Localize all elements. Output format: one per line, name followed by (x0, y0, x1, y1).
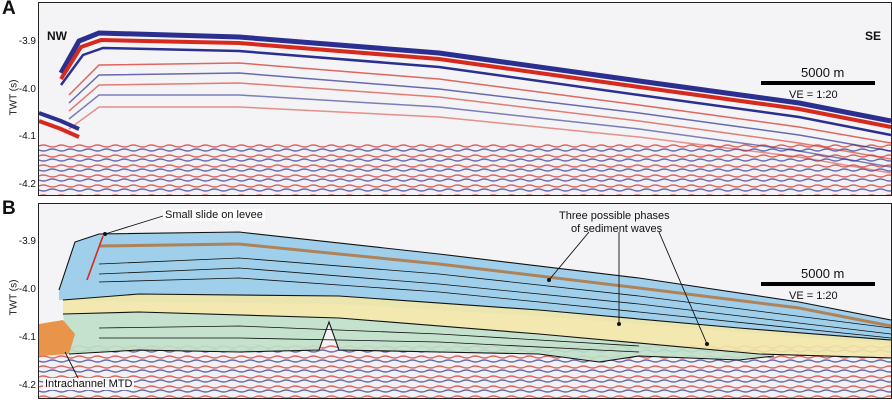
small-slide-annotation: Small slide on levee (163, 209, 265, 221)
intrachannel-mtd (39, 320, 75, 356)
slide-line (86, 235, 104, 281)
seismic-panel-a: NW SE 5000 m VE = 1:20 (38, 2, 892, 196)
panel-b-tick-1: -3.9 (18, 236, 36, 247)
panel-b-scale-bar (761, 282, 875, 286)
sediment-waves-annotation-line1: Three possible phases (559, 210, 670, 222)
intrachannel-mtd-annotation: Intrachannel MTD (43, 378, 135, 390)
panel-a-tick-3: -4.1 (18, 131, 36, 142)
panel-a-tick-1: -3.9 (18, 36, 36, 47)
panel-a-scale-bar (761, 81, 875, 85)
seismic-image-a (39, 3, 891, 195)
panel-a-tick-2: -4.0 (18, 84, 36, 95)
panel-a-tick-4: -4.2 (18, 179, 36, 190)
panel-b-label: B (2, 198, 16, 219)
panel-b-ve-label: VE = 1:20 (789, 290, 838, 302)
panel-a-se-label: SE (865, 29, 882, 43)
unit-yellow (63, 294, 891, 358)
panel-b-tick-3: -4.1 (18, 332, 36, 343)
panel-b-tick-4: -4.2 (18, 380, 36, 391)
seismic-panel-b: Small slide on levee Three possible phas… (38, 203, 892, 399)
panel-b-tick-2: -4.0 (18, 284, 36, 295)
panel-a-scale-label: 5000 m (801, 65, 845, 80)
sediment-waves-annotation-line2: of sediment waves (571, 223, 663, 235)
seismic-image-b (39, 204, 891, 398)
panel-b-scale-label: 5000 m (801, 266, 845, 281)
panel-a-ve-label: VE = 1:20 (789, 89, 838, 101)
panel-a-label: A (2, 0, 16, 19)
panel-a-nw-label: NW (47, 29, 67, 43)
